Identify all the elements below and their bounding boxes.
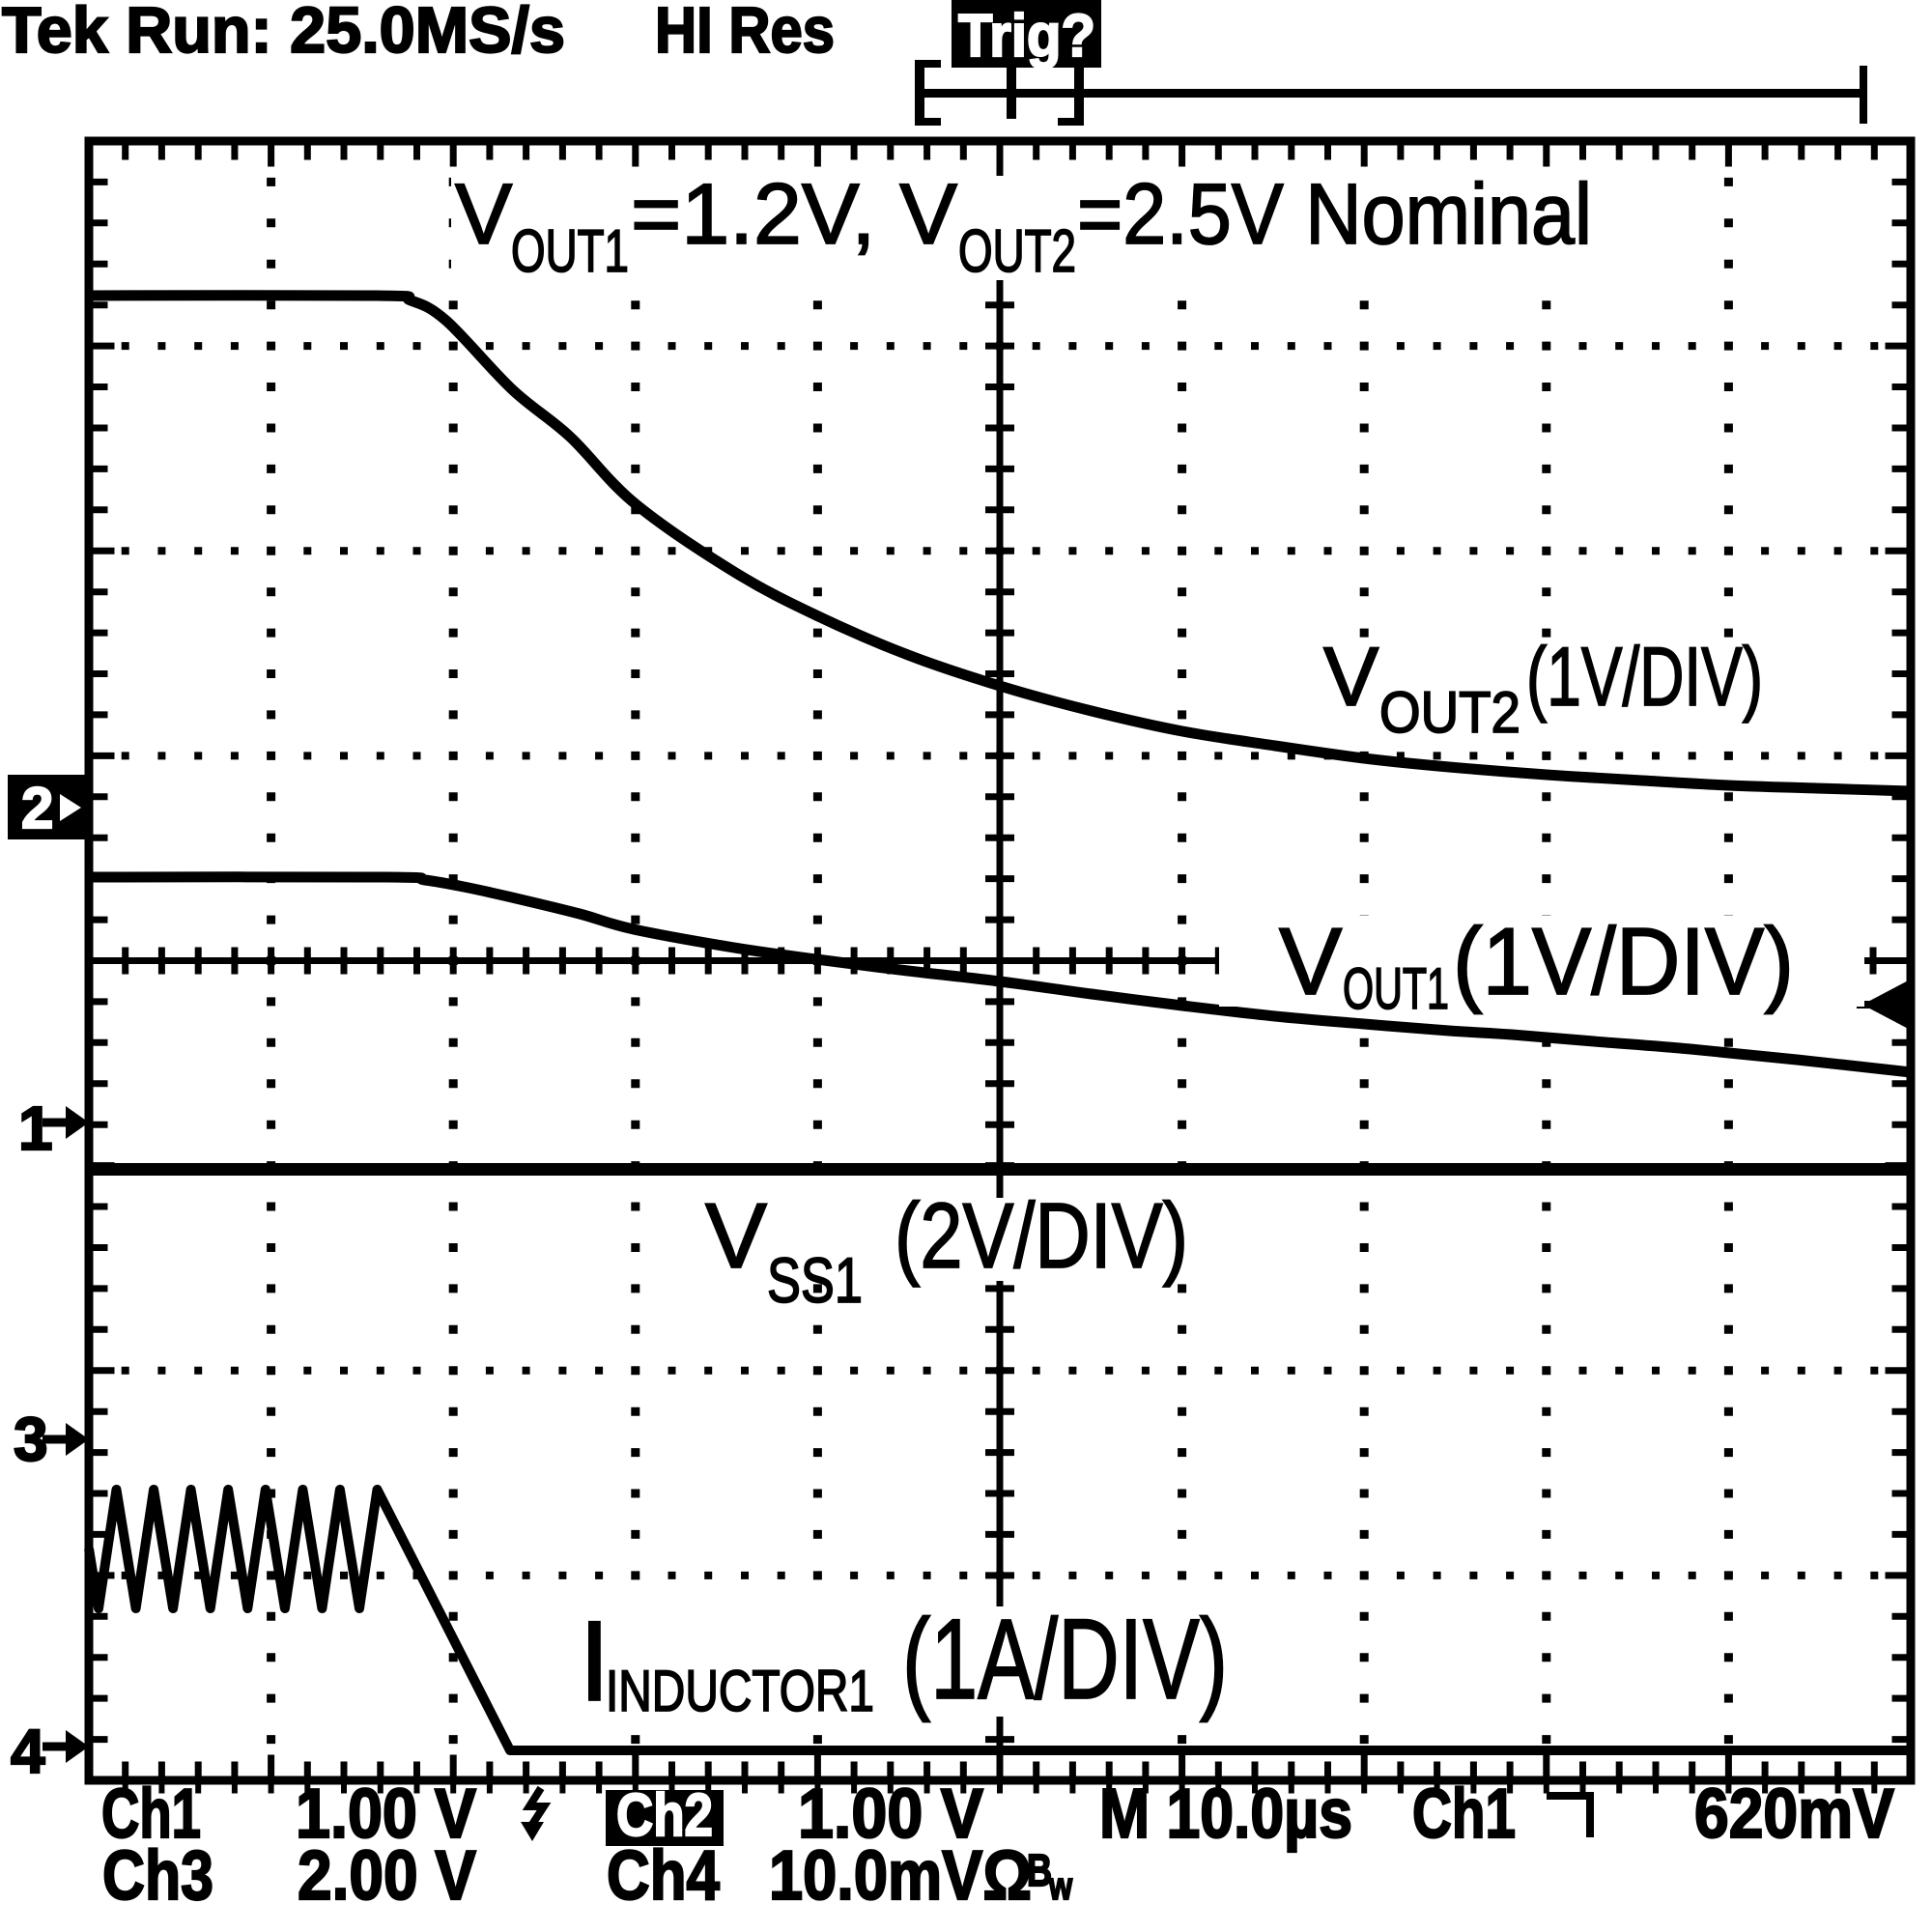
svg-text:Tek Run: 25.0MS/s: Tek Run: 25.0MS/s	[2, 0, 565, 67]
svg-text:I: I	[579, 1598, 611, 1725]
svg-text:OUT1: OUT1	[1343, 956, 1449, 1021]
svg-text:INDUCTOR1: INDUCTOR1	[606, 1659, 874, 1723]
svg-text:M 10.0µs: M 10.0µs	[1099, 1776, 1352, 1853]
svg-text:=2.5V Nominal: =2.5V Nominal	[1077, 165, 1592, 262]
svg-text:Ch1: Ch1	[101, 1776, 201, 1853]
svg-text:=1.2V, V: =1.2V, V	[631, 165, 957, 262]
svg-text:w: w	[1048, 1865, 1072, 1908]
svg-text:OUT2: OUT2	[958, 218, 1076, 285]
svg-text:(1V/DIV): (1V/DIV)	[1526, 631, 1763, 724]
svg-text:SS1: SS1	[767, 1244, 863, 1316]
svg-text:V: V	[455, 165, 512, 262]
svg-text:OUT1: OUT1	[511, 218, 629, 285]
svg-text:2: 2	[21, 776, 53, 840]
svg-text:4: 4	[11, 1717, 45, 1786]
svg-text:(1A/DIV): (1A/DIV)	[902, 1596, 1228, 1723]
svg-text:B: B	[1027, 1845, 1052, 1895]
svg-text:V: V	[1279, 908, 1342, 1014]
svg-text:1: 1	[18, 1094, 53, 1163]
svg-text:620mV: 620mV	[1694, 1776, 1894, 1853]
svg-text:Trig?: Trig?	[958, 3, 1095, 70]
svg-text:Ch4: Ch4	[607, 1837, 720, 1915]
svg-text:OUT2: OUT2	[1379, 680, 1520, 745]
svg-text:(1V/DIV): (1V/DIV)	[1453, 908, 1794, 1014]
svg-text:V: V	[705, 1184, 767, 1288]
svg-text:Ch3: Ch3	[102, 1837, 213, 1915]
svg-text:10.0mVΩ: 10.0mVΩ	[769, 1837, 1032, 1915]
svg-text:1.00 V: 1.00 V	[296, 1776, 476, 1853]
svg-text:1.00 V: 1.00 V	[798, 1776, 983, 1853]
svg-text:Ch1: Ch1	[1412, 1776, 1516, 1853]
svg-text:V: V	[1323, 631, 1378, 724]
svg-text:HI Res: HI Res	[655, 0, 835, 67]
svg-text:Ch2: Ch2	[616, 1782, 713, 1849]
svg-text:(2V/DIV): (2V/DIV)	[895, 1184, 1188, 1288]
svg-text:2.00 V: 2.00 V	[298, 1837, 476, 1915]
